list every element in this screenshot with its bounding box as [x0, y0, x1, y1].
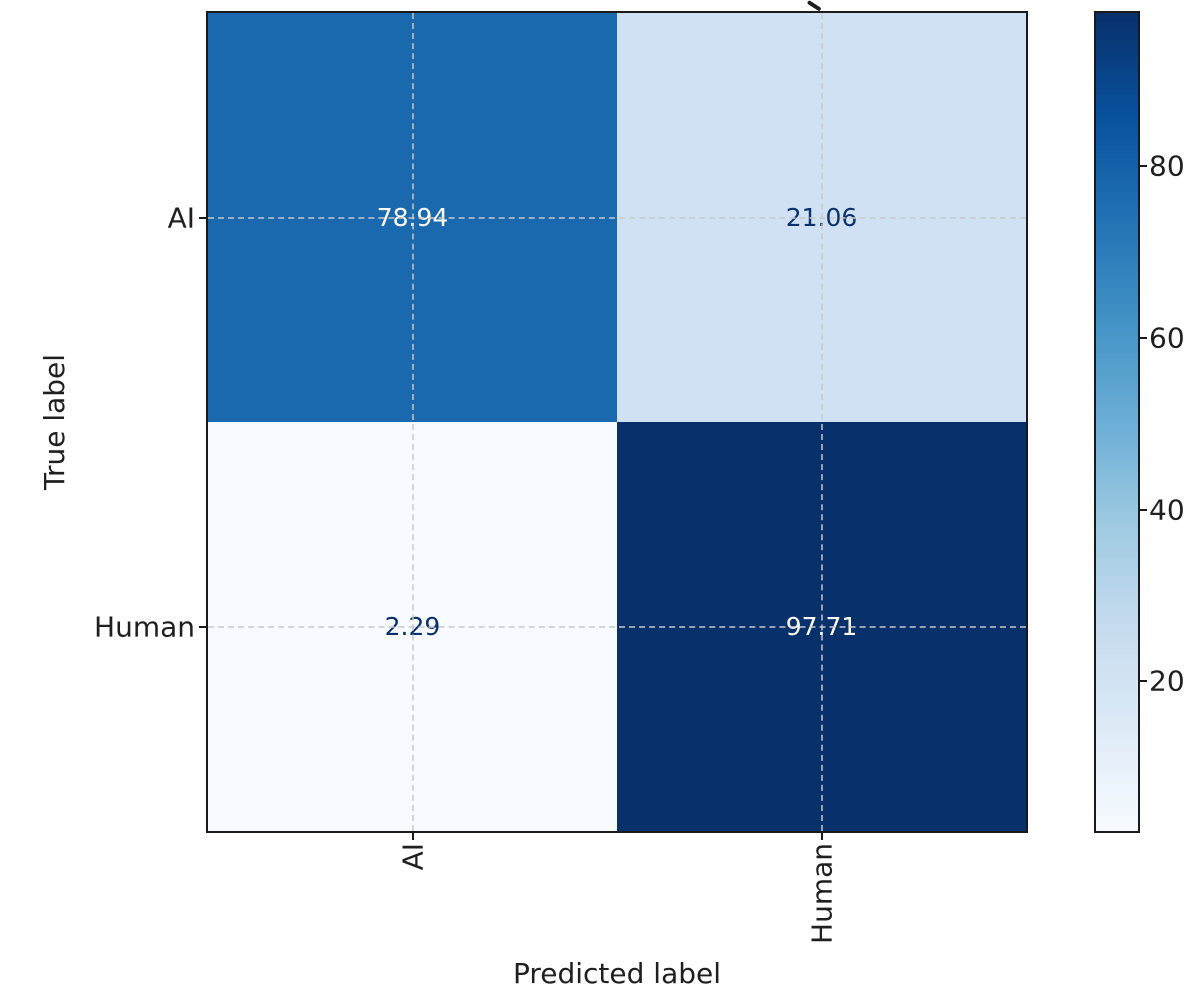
x-tick-mark-ai	[411, 831, 414, 840]
colorbar-tick-40	[1138, 509, 1147, 511]
y-tick-mark-ai	[199, 216, 208, 219]
y-tick-label-ai: AI	[167, 201, 195, 234]
colorbar-label-40: 40	[1149, 493, 1185, 527]
colorbar: 80 60 40 20	[1094, 11, 1185, 833]
gridline-horizontal-row-human	[208, 625, 1026, 628]
x-axis-title: Predicted label	[512, 957, 722, 990]
x-tick-label-ai: AI	[396, 843, 429, 871]
gridline-vertical-col-human	[820, 13, 823, 831]
heatmap-cell-grid: 78.94 21.06 2.29 97.71	[208, 13, 1026, 831]
y-tick-label-human: Human	[94, 610, 195, 643]
gridline-vertical-col-ai	[411, 13, 414, 831]
x-tick-label-human: Human	[805, 843, 838, 944]
gridline-horizontal-row-ai	[208, 216, 1026, 219]
colorbar-label-60: 60	[1149, 321, 1185, 355]
y-axis-title: True label	[38, 353, 71, 491]
colorbar-tick-80	[1138, 165, 1147, 167]
colorbar-tick-20	[1138, 680, 1147, 682]
colorbar-tick-60	[1138, 337, 1147, 339]
colorbar-label-80: 80	[1149, 149, 1185, 183]
colorbar-label-20: 20	[1149, 664, 1185, 698]
x-tick-mark-human	[820, 831, 823, 840]
cropped-title-glyph	[807, 0, 822, 12]
y-tick-mark-human	[199, 625, 208, 628]
heatmap-axes: 78.94 21.06 2.29 97.71 AI Human AI Human	[94, 11, 1028, 944]
